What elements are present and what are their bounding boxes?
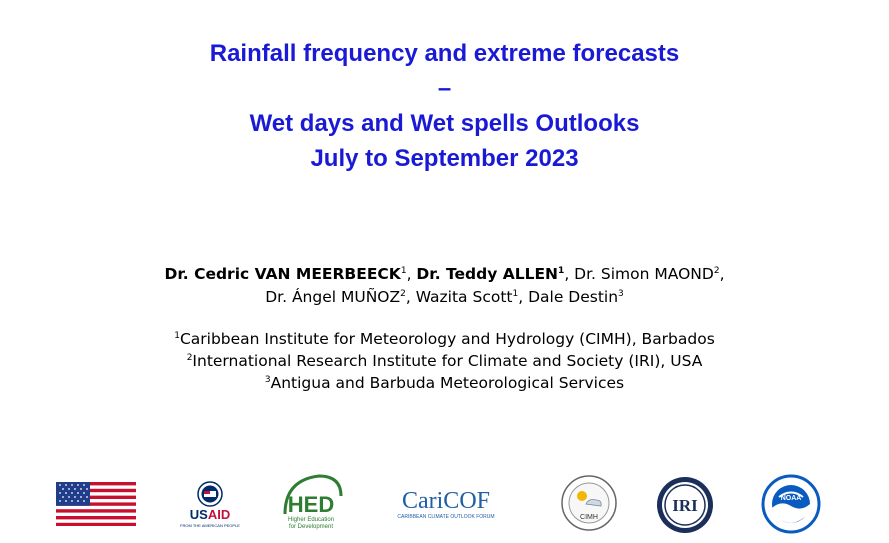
- caricof-text: CariCOF: [402, 488, 490, 514]
- author-sup: 1: [400, 266, 407, 276]
- author-name: Dr. Simon MAOND: [574, 265, 714, 283]
- author-name: Wazita Scott: [415, 288, 513, 306]
- title-line-3: Wet days and Wet spells Outlooks: [249, 110, 640, 137]
- cimh-logo: CIMH: [560, 474, 618, 537]
- affiliation-sup: 1: [174, 331, 180, 341]
- noaa-logo: NOAA: [761, 474, 821, 539]
- title-block: Rainfall frequency and extreme forecasts…: [0, 36, 889, 176]
- author-sup: 1: [512, 289, 519, 299]
- affiliation-item: 2International Research Institute for Cl…: [0, 350, 889, 372]
- usaid-text-us: US: [190, 507, 208, 522]
- author-sup: 1: [558, 266, 565, 276]
- author-sup: 2: [400, 289, 406, 299]
- affiliation-text: Caribbean Institute for Meteorology and …: [179, 330, 715, 348]
- hed-subtext-1: Higher Education: [288, 517, 334, 523]
- author-name: Dr. Cedric VAN MEERBEECK: [164, 265, 401, 283]
- noaa-text: NOAA: [781, 495, 802, 502]
- caricof-subtext: CARIBBEAN CLIMATE OUTLOOK FORUM: [397, 514, 494, 520]
- author-sup: 2: [713, 266, 720, 276]
- affiliation-sup: 3: [264, 375, 271, 385]
- us-flag-logo: [56, 482, 136, 531]
- hed-subtext-2: for Development: [289, 524, 333, 530]
- author-name: Dr. Teddy ALLEN: [416, 265, 559, 283]
- hed-text: HED: [288, 492, 334, 517]
- iri-text: IRI: [672, 496, 698, 515]
- affiliation-text: Antigua and Barbuda Meteorological Servi…: [270, 374, 625, 392]
- affiliation-sup: 2: [186, 353, 193, 363]
- author-name: Dale Destin: [528, 288, 619, 306]
- svg-text:USAID: USAID: [190, 507, 230, 522]
- affiliation-item: 3Antigua and Barbuda Meteorological Serv…: [0, 372, 889, 394]
- title-line-1: Rainfall frequency and extreme forecasts: [209, 40, 680, 67]
- author-name: Dr. Ángel MUÑOZ: [265, 288, 401, 306]
- usaid-logo: USAID FROM THE AMERICAN PEOPLE: [178, 480, 242, 535]
- author-line-1: Dr. Cedric VAN MEERBEECK1, Dr. Teddy ALL…: [164, 265, 725, 283]
- caricof-logo: CariCOF CARIBBEAN CLIMATE OUTLOOK FORUM: [390, 486, 502, 527]
- author-line-2: Dr. Ángel MUÑOZ2, Wazita Scott1, Dale De…: [265, 288, 624, 306]
- usaid-subtext: FROM THE AMERICAN PEOPLE: [180, 523, 240, 528]
- cimh-text: CIMH: [580, 514, 598, 521]
- title-line-4: July to September 2023: [310, 145, 579, 172]
- affiliation-item: 1Caribbean Institute for Meteorology and…: [0, 328, 889, 350]
- author-sup: 3: [618, 289, 624, 299]
- title-dash: –: [437, 75, 452, 102]
- affiliation-text: International Research Institute for Cli…: [192, 352, 703, 370]
- author-list: Dr. Cedric VAN MEERBEECK1, Dr. Teddy ALL…: [0, 263, 889, 309]
- iri-logo: IRI: [655, 475, 715, 540]
- affiliation-list: 1Caribbean Institute for Meteorology and…: [0, 328, 889, 394]
- hed-logo: HED Higher Education for Development: [279, 472, 345, 543]
